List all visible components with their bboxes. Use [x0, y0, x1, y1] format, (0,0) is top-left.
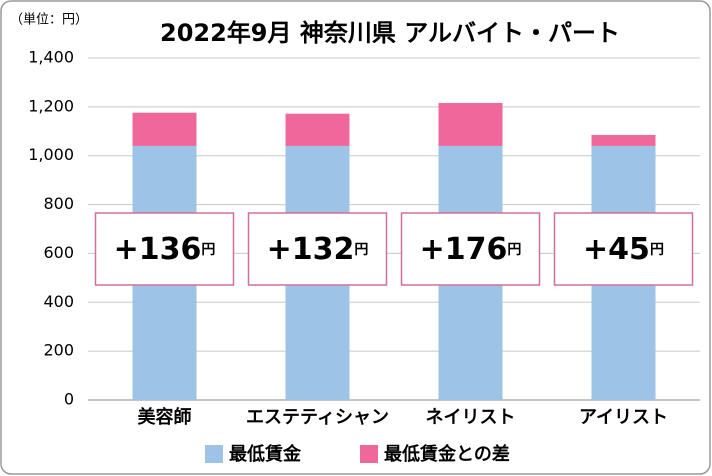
legend-label: 最低賃金	[229, 443, 302, 465]
data-label: +176円	[420, 232, 522, 267]
unit-label: （単位：円）	[10, 12, 88, 28]
x-tick-label: 美容師	[138, 406, 192, 428]
x-tick-label: ネイリスト	[426, 407, 516, 428]
y-tick-label: 200	[43, 341, 74, 360]
label-box	[247, 212, 388, 286]
y-tick-label: 800	[43, 194, 74, 213]
bar-segment	[285, 113, 350, 146]
chart-title: 2022年9月 神奈川県 アルバイト・パート	[160, 19, 620, 47]
x-tick-label: アイリスト	[579, 407, 668, 428]
y-tick-label: 1,200	[28, 96, 74, 115]
y-tick-label: 1,400	[28, 48, 74, 67]
label-box	[553, 212, 694, 286]
bar-segment	[591, 134, 656, 146]
y-tick-label: 0	[64, 390, 74, 409]
y-tick-label: 600	[43, 243, 74, 262]
bar-segment	[438, 102, 503, 146]
legend-label: 最低賃金との差	[384, 443, 510, 465]
x-tick-label: エステティシャン	[246, 407, 389, 428]
data-label: +45円	[583, 232, 664, 267]
y-tick-label: 1,000	[28, 145, 74, 164]
legend-swatch	[360, 445, 378, 463]
bar-segment	[132, 112, 197, 146]
label-box	[400, 212, 541, 286]
y-tick-label: 400	[43, 292, 74, 311]
legend-swatch	[205, 445, 223, 463]
label-box	[94, 212, 235, 286]
data-label: +132円	[267, 232, 369, 267]
data-label: +136円	[114, 232, 216, 267]
